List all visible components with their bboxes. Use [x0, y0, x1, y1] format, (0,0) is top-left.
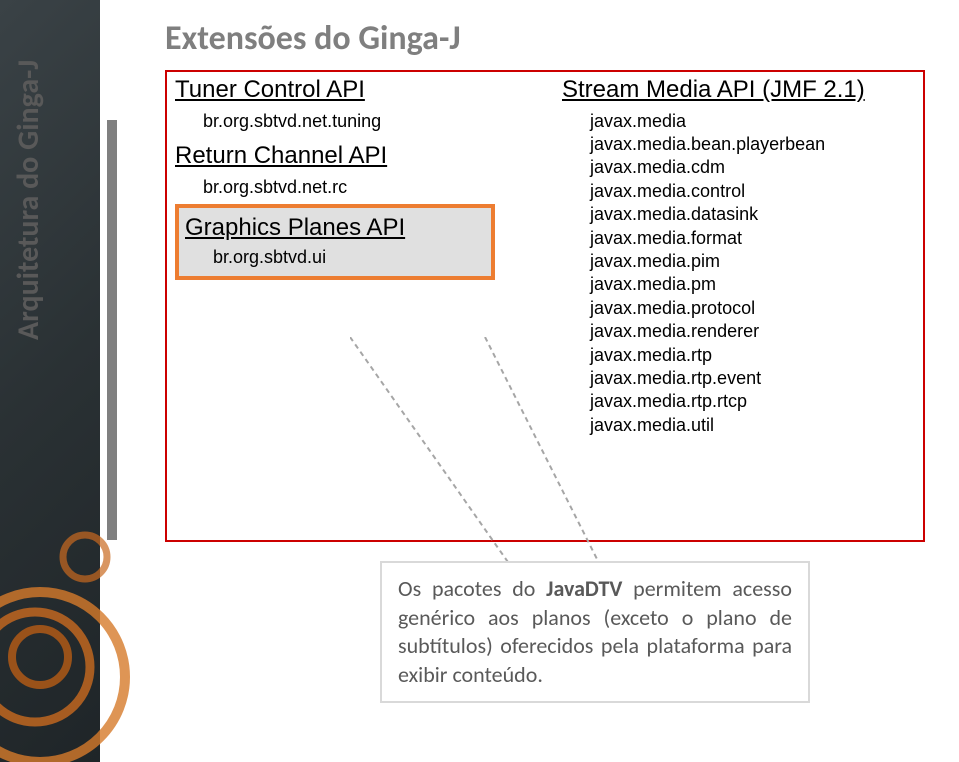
- package-item: javax.media.pim: [590, 250, 912, 273]
- package-item: javax.media.rtp: [590, 344, 912, 367]
- decorative-circles-icon: [0, 502, 160, 762]
- callout-text-bold: JavaDTV: [546, 575, 622, 602]
- highlighted-api-box: Graphics Planes API br.org.sbtvd.ui: [175, 204, 495, 280]
- package-item: javax.media.datasink: [590, 203, 912, 226]
- package-item: javax.media.rtp.rtcp: [590, 390, 912, 413]
- package-item: javax.media: [590, 110, 912, 133]
- package-item: javax.media.bean.playerbean: [590, 133, 912, 156]
- package-list: javax.mediajavax.media.bean.playerbeanja…: [590, 110, 912, 437]
- vertical-bar: [107, 120, 117, 540]
- api-package: br.org.sbtvd.ui: [213, 246, 485, 269]
- api-title: Return Channel API: [175, 142, 535, 170]
- package-item: javax.media.util: [590, 414, 912, 437]
- api-title: Graphics Planes API: [185, 214, 485, 242]
- api-title: Tuner Control API: [175, 76, 535, 104]
- api-block-tuner: Tuner Control API br.org.sbtvd.net.tunin…: [175, 76, 535, 132]
- api-package: br.org.sbtvd.net.rc: [203, 176, 535, 199]
- sidebar-title: Arquitetura do Ginga-J: [10, 60, 47, 340]
- package-item: javax.media.protocol: [590, 297, 912, 320]
- package-item: javax.media.control: [590, 180, 912, 203]
- right-column: Stream Media API (JMF 2.1) javax.mediaja…: [562, 76, 912, 437]
- package-item: javax.media.format: [590, 227, 912, 250]
- left-column: Tuner Control API br.org.sbtvd.net.tunin…: [175, 76, 535, 280]
- package-item: javax.media.rtp.event: [590, 367, 912, 390]
- page-title: Extensões do Ginga-J: [165, 18, 461, 59]
- api-package: br.org.sbtvd.net.tuning: [203, 110, 535, 133]
- callout-box: Os pacotes do JavaDTV permitem acesso ge…: [380, 561, 810, 703]
- api-block-return-channel: Return Channel API br.org.sbtvd.net.rc: [175, 142, 535, 198]
- callout-text-prefix: Os pacotes do: [398, 575, 546, 602]
- api-diagram: Tuner Control API br.org.sbtvd.net.tunin…: [165, 70, 925, 542]
- api-title: Stream Media API (JMF 2.1): [562, 76, 912, 104]
- package-item: javax.media.renderer: [590, 320, 912, 343]
- package-item: javax.media.cdm: [590, 156, 912, 179]
- package-item: javax.media.pm: [590, 273, 912, 296]
